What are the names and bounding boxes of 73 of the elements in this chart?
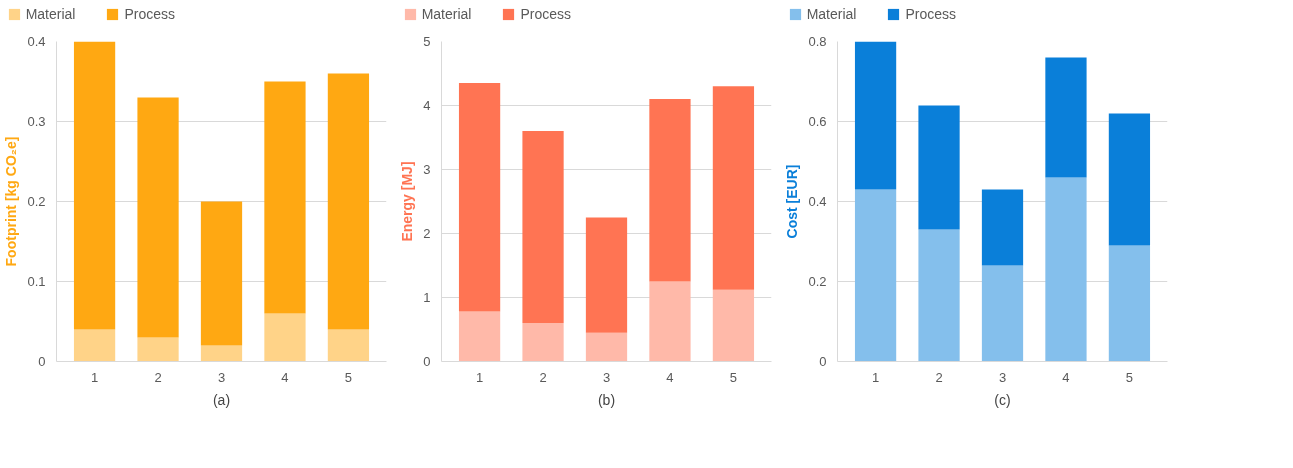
legend-label: Material xyxy=(806,6,857,22)
y-tick-label: 4 xyxy=(423,98,431,113)
bar xyxy=(200,345,243,362)
bar xyxy=(1108,245,1151,362)
x-tick-label: 3 xyxy=(217,369,226,385)
y-axis-title: Cost [EUR] xyxy=(784,164,801,239)
x-tick-label: 2 xyxy=(154,369,162,385)
bar xyxy=(458,311,501,362)
y-tick-label: 0.4 xyxy=(808,194,827,209)
bar xyxy=(137,97,179,338)
legend-label: Process xyxy=(124,6,176,22)
bar xyxy=(200,201,243,346)
y-tick-label: 5 xyxy=(423,34,431,49)
bar xyxy=(981,265,1024,362)
bar xyxy=(458,83,501,312)
x-tick-label: 2 xyxy=(539,369,547,385)
x-tick-label: 4 xyxy=(666,369,674,385)
bar xyxy=(981,189,1024,266)
text: (b) xyxy=(597,391,616,408)
y-axis-title: Footprint [kg CO₂e] xyxy=(3,136,20,267)
x-tick-label: 3 xyxy=(998,369,1007,385)
y-tick-label: 0.4 xyxy=(27,34,46,49)
bar xyxy=(327,73,370,330)
y-tick-label: 0.1 xyxy=(27,274,46,289)
bar xyxy=(649,281,691,362)
y-tick-label: 0 xyxy=(423,354,431,369)
bar xyxy=(73,329,116,362)
y-axis-title: Energy [MJ] xyxy=(399,161,416,242)
legend-label: Material xyxy=(421,6,472,22)
x-tick-label: 5 xyxy=(1125,369,1134,385)
bar xyxy=(137,337,179,362)
legend-label: Process xyxy=(905,6,957,22)
x-tick-label: 2 xyxy=(935,369,943,385)
y-tick-label: 0 xyxy=(819,354,827,369)
bar xyxy=(649,99,691,282)
bar xyxy=(712,289,755,362)
bar xyxy=(712,86,755,290)
x-tick-label: 3 xyxy=(602,369,611,385)
x-tick-label: 1 xyxy=(475,369,484,385)
bar xyxy=(327,329,370,362)
text: (c) xyxy=(994,391,1011,408)
y-tick-label: 0.2 xyxy=(808,274,827,289)
bar xyxy=(1045,57,1087,178)
x-tick-label: 5 xyxy=(344,369,353,385)
bar xyxy=(854,41,897,190)
x-tick-label: 1 xyxy=(90,369,99,385)
y-tick-label: 2 xyxy=(423,226,431,241)
x-tick-label: 5 xyxy=(729,369,738,385)
y-tick-label: 3 xyxy=(423,162,431,177)
x-tick-label: 1 xyxy=(871,369,880,385)
bar xyxy=(264,313,306,362)
y-tick-label: 0.6 xyxy=(808,114,827,129)
y-tick-label: 0 xyxy=(38,354,46,369)
x-tick-label: 4 xyxy=(281,369,289,385)
bar xyxy=(522,323,564,362)
y-tick-label: 0.3 xyxy=(27,114,46,129)
bar xyxy=(918,105,960,230)
bar xyxy=(1045,177,1087,362)
bar xyxy=(73,41,116,330)
y-tick-label: 1 xyxy=(423,290,431,305)
bar xyxy=(585,217,628,333)
bar xyxy=(264,81,306,314)
bar xyxy=(522,131,564,324)
text: (a) xyxy=(212,391,231,408)
legend-label: Material xyxy=(25,6,76,22)
x-tick-label: 4 xyxy=(1062,369,1070,385)
legend-label: Process xyxy=(520,6,572,22)
bar xyxy=(585,332,628,362)
y-tick-label: 0.8 xyxy=(808,34,827,49)
bar xyxy=(1108,113,1151,246)
bar xyxy=(854,189,897,362)
bar xyxy=(918,229,960,362)
y-tick-label: 0.2 xyxy=(27,194,46,209)
